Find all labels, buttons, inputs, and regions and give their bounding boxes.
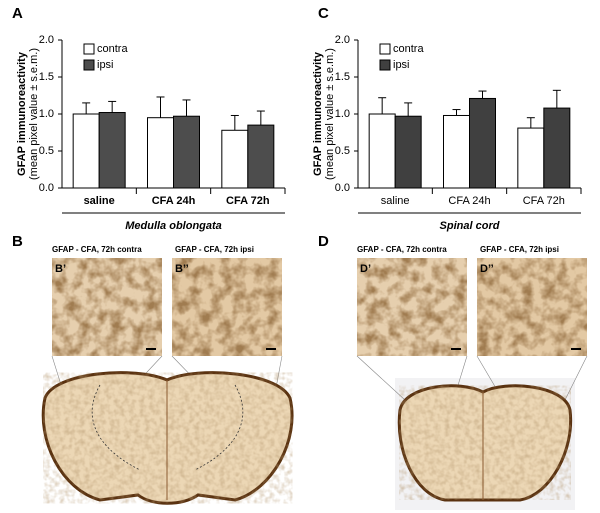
inset-caption: GFAP - CFA, 72h ipsi [175,245,254,254]
bar [368,113,396,189]
panel-label: B [12,233,23,250]
x-tick-label: CFA 72h [226,195,270,207]
bar [72,113,100,189]
panel-label: A [12,5,23,22]
error-bar [156,96,165,118]
bar [394,115,422,189]
x-tick-label: saline [381,195,410,207]
y-tick-label: 1.0 [335,108,350,120]
error-bar [526,117,535,129]
error-bar [108,100,117,113]
x-tick-label: CFA 24h [448,195,490,207]
y-axis-label: GFAP immunoreactivity [312,51,324,176]
inset-b2: B’’ [172,258,282,356]
bar [469,97,496,189]
inset-caption: GFAP - CFA, 72h ipsi [480,245,559,254]
legend-label: contra [393,43,424,55]
error-bar [256,110,265,126]
y-tick-label: 0.5 [39,145,54,157]
y-tick-label: 1.0 [39,108,54,120]
legend-swatch [83,43,95,55]
y-tick-label: 1.5 [39,71,54,83]
bar [173,115,200,189]
inset-b1: B’ [52,258,162,356]
bar [221,129,249,189]
x-tick-label: saline [84,195,115,207]
bar [443,114,470,189]
y-tick-label: 2.0 [335,34,350,46]
section-spinal [397,384,573,502]
inset-d1: D’ [357,258,467,356]
y-tick-label: 2.0 [39,34,54,46]
section-medulla [41,371,294,505]
x-tick-label: CFA 24h [152,195,196,207]
y-axis-label: GFAP immunoreactivity [16,51,28,176]
x-tick-label: CFA 72h [523,195,565,207]
bar [543,107,571,189]
inset-caption: GFAP - CFA, 72h contra [52,245,142,254]
legend-label: ipsi [393,59,410,71]
bar [147,117,174,189]
x-axis-label: Spinal cord [440,220,500,232]
error-bar [230,114,239,131]
y-tick-label: 0.5 [335,145,350,157]
y-tick-label: 1.5 [335,71,350,83]
error-bar [182,99,191,117]
y-tick-label: 0.0 [335,182,350,194]
error-bar [404,102,413,117]
inset-d2: D’’ [477,258,587,356]
panel-label: C [318,5,329,22]
bar [517,127,545,189]
inset-label: D’’ [480,263,494,275]
inset-label: B’’ [175,263,189,275]
inset-caption: GFAP - CFA, 72h contra [357,245,447,254]
error-bar [552,89,561,109]
error-bar [452,109,461,116]
inset-label: D’ [360,263,371,275]
x-axis-label: Medulla oblongata [125,220,222,232]
error-bar [378,97,387,114]
error-bar [478,90,487,99]
inset-label: B’ [55,263,66,275]
y-tick-label: 0.0 [39,182,54,194]
bar [98,112,126,189]
legend-swatch [83,59,95,71]
legend-swatch [379,59,391,71]
legend-label: ipsi [97,59,114,71]
legend-label: contra [97,43,128,55]
legend-swatch [379,43,391,55]
error-bar [82,102,91,114]
panel-label: D [318,233,329,250]
bar [247,124,275,189]
y-axis-sublabel: (mean pixel value ± s.e.m.) [28,48,40,180]
y-axis-sublabel: (mean pixel value ± s.e.m.) [324,48,336,180]
